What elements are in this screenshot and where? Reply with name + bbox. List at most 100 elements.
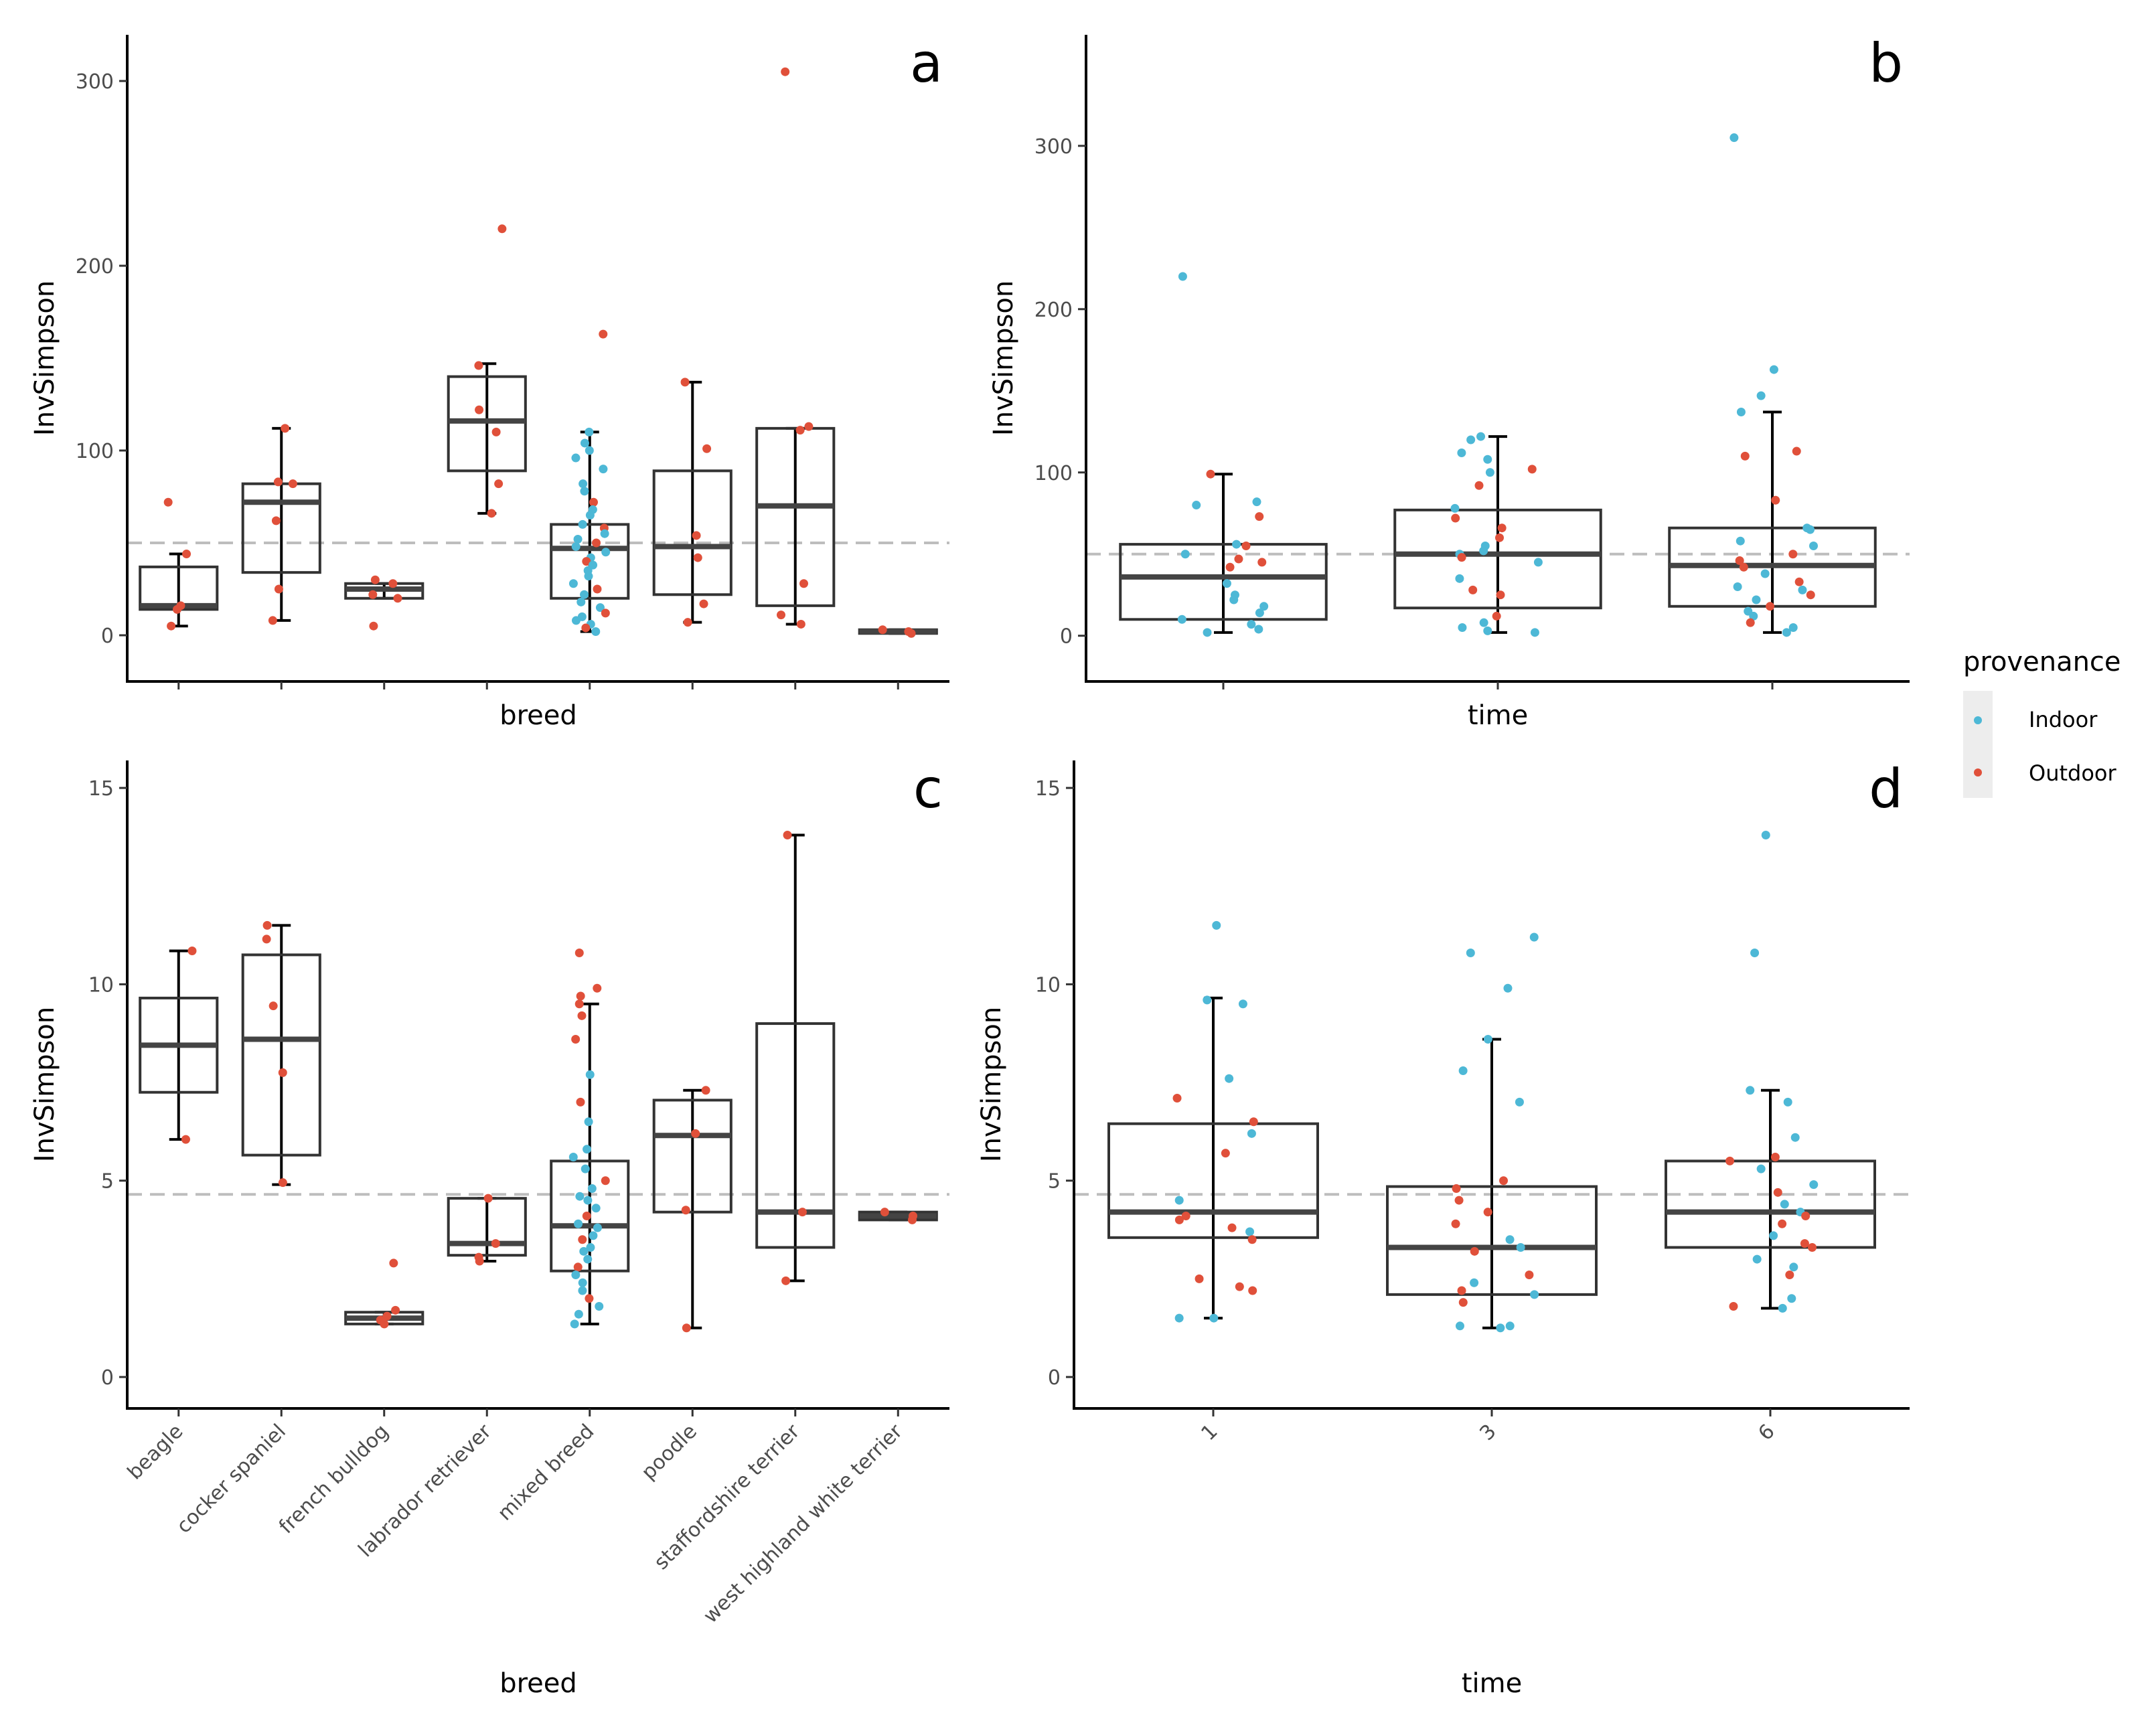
data-point	[584, 572, 593, 581]
data-point	[491, 1239, 500, 1248]
panels: 0100200300breedInvSimpsona0100200300time…	[29, 32, 1910, 1699]
data-point	[589, 497, 598, 507]
data-point	[278, 1178, 287, 1188]
data-point	[1255, 512, 1264, 521]
data-point	[797, 1208, 807, 1217]
data-point	[680, 378, 690, 387]
data-point	[382, 1311, 392, 1321]
data-point	[585, 511, 595, 520]
y-tick-label: 0	[101, 625, 114, 648]
y-tick-label: 0	[1048, 1366, 1061, 1390]
data-point	[1736, 536, 1745, 546]
data-point	[1790, 1133, 1800, 1142]
data-point	[573, 534, 583, 544]
data-point	[370, 575, 380, 584]
box	[550, 523, 630, 600]
data-point	[600, 529, 609, 538]
data-point	[576, 597, 586, 606]
data-point	[1778, 1303, 1787, 1313]
x-axis-title: time	[1462, 1668, 1522, 1699]
x-tick-label: poodle	[637, 1420, 702, 1485]
data-point	[1729, 133, 1739, 143]
box	[550, 1159, 630, 1273]
x-tick-label: mixed breed	[493, 1420, 599, 1526]
data-point	[1451, 513, 1460, 523]
data-point	[1247, 620, 1256, 629]
data-point	[1516, 1242, 1525, 1252]
data-point	[1479, 618, 1488, 627]
x-axis-title: breed	[499, 1668, 577, 1699]
x-axis-title: time	[1468, 700, 1528, 731]
y-tick-label: 200	[76, 255, 114, 278]
data-point	[804, 422, 814, 431]
data-point	[1492, 611, 1501, 621]
data-point	[1177, 615, 1186, 624]
data-point	[173, 604, 182, 614]
x-tick-label: french bulldog	[275, 1420, 393, 1538]
box	[447, 375, 527, 473]
data-point	[1458, 1298, 1468, 1307]
data-point	[1805, 525, 1815, 534]
data-point	[585, 1294, 594, 1303]
data-point	[1181, 1212, 1190, 1221]
data-point	[494, 479, 504, 489]
data-point	[1252, 497, 1261, 507]
data-point	[1529, 932, 1539, 942]
box	[1119, 543, 1328, 621]
data-point	[1192, 501, 1201, 510]
panel-label: c	[913, 758, 943, 820]
data-point	[1725, 1156, 1735, 1165]
x-tick-label: 6	[1754, 1420, 1779, 1445]
data-point	[1229, 595, 1239, 604]
data-point	[274, 584, 283, 594]
data-point	[1232, 540, 1241, 549]
data-point	[583, 1145, 592, 1154]
data-point	[1451, 1219, 1460, 1228]
y-tick-label: 0	[101, 1366, 114, 1390]
data-point	[593, 1223, 602, 1232]
data-point	[579, 479, 588, 489]
data-point	[585, 427, 594, 436]
data-point	[1794, 577, 1804, 586]
data-point	[1798, 585, 1807, 594]
data-point	[599, 465, 608, 474]
data-point	[584, 1117, 593, 1127]
data-point	[1527, 465, 1537, 474]
data-point	[273, 477, 283, 487]
data-point	[601, 548, 611, 557]
data-point	[268, 616, 277, 625]
data-point	[1455, 1321, 1464, 1331]
data-point	[1221, 1149, 1230, 1158]
data-point	[1785, 1271, 1794, 1280]
data-point	[1172, 1094, 1182, 1103]
data-point	[781, 1276, 791, 1285]
data-point	[1483, 626, 1492, 635]
data-point	[182, 550, 191, 559]
data-point	[1739, 562, 1748, 572]
box	[652, 469, 733, 596]
data-point	[1476, 432, 1486, 441]
data-point	[1525, 1271, 1534, 1280]
data-point	[796, 619, 805, 629]
y-axis-title: InvSimpson	[988, 280, 1019, 436]
data-point	[288, 479, 297, 489]
x-tick-label: cocker spaniel	[172, 1420, 291, 1538]
y-tick-label: 100	[76, 440, 114, 463]
data-point	[589, 1231, 598, 1240]
data-point	[1466, 435, 1476, 444]
data-point	[1485, 468, 1494, 477]
data-point	[1470, 1246, 1479, 1256]
data-point	[907, 629, 916, 638]
x-axis-title: breed	[499, 700, 577, 731]
y-axis-title: InvSimpson	[29, 1007, 60, 1162]
data-point	[1248, 1286, 1257, 1295]
data-point	[389, 1258, 398, 1268]
data-point	[497, 224, 507, 234]
data-point	[1479, 546, 1488, 556]
data-point	[1809, 1180, 1819, 1190]
data-point	[380, 1319, 389, 1329]
data-point	[1458, 623, 1467, 632]
data-point	[1483, 455, 1492, 464]
data-point	[1769, 1231, 1778, 1240]
